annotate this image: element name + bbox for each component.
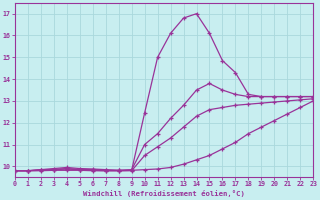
X-axis label: Windchill (Refroidissement éolien,°C): Windchill (Refroidissement éolien,°C) — [83, 190, 245, 197]
